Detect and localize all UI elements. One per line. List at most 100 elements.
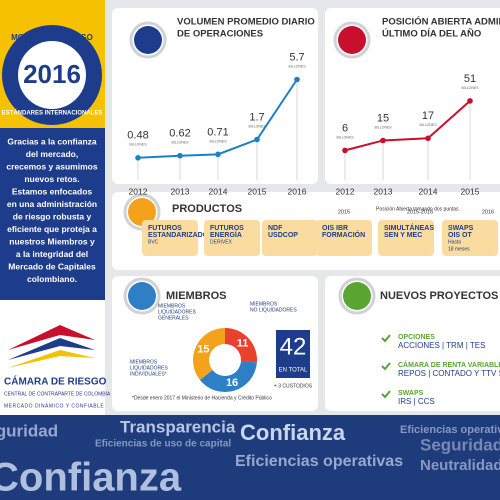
x-label: 2012 xyxy=(336,186,355,196)
member-category: NO LIQUIDADORES xyxy=(250,307,297,313)
product-chip xyxy=(442,220,498,256)
point xyxy=(294,76,300,83)
product-chip xyxy=(378,220,434,256)
point xyxy=(254,136,260,143)
open-interest-card xyxy=(325,8,500,184)
volume-card xyxy=(112,8,318,184)
cloud-panel xyxy=(0,415,500,500)
icon xyxy=(338,26,366,54)
chart-title: ÚLTIMO DÍA DEL AÑO xyxy=(382,28,481,40)
badge-top: MODELO DE RIESGO xyxy=(11,33,93,42)
member-category: MIEMBROS xyxy=(130,359,158,365)
value-label: 17 xyxy=(422,110,434,122)
product-text: OIS OT xyxy=(448,232,472,239)
value-label: 51 xyxy=(464,73,476,85)
icon-ring xyxy=(338,277,376,315)
product-text: FUTUROS xyxy=(148,225,182,232)
product-text: ESTANDARIZADOS xyxy=(148,232,213,239)
message-line: nuestros Miembros y xyxy=(9,236,95,246)
project-name: SWAPS xyxy=(398,390,424,397)
product-text: USDCOP xyxy=(268,232,298,239)
icon xyxy=(134,26,162,54)
badge-bottom: ESTÁNDARES INTERNACIONALES xyxy=(2,110,103,117)
logo-mark xyxy=(8,325,95,350)
message-line: Mercado de Capitales xyxy=(8,261,96,271)
icon xyxy=(128,282,156,310)
project-name: CÁMARA DE RENTA VARIABLE xyxy=(398,360,500,369)
point xyxy=(135,155,141,161)
message-line: nuevos retos. xyxy=(24,174,79,184)
value-label: 15 xyxy=(377,112,389,124)
x-label: 2016 xyxy=(288,186,307,196)
message-line: eficiente que proteja a xyxy=(7,224,97,234)
cloud-word: Neutralidad xyxy=(420,457,500,474)
period: 2015-2016 xyxy=(407,209,433,215)
cloud-word: Transparencia xyxy=(120,417,236,436)
cloud-word: Seguridad xyxy=(420,435,500,454)
unit-label: BILLONES xyxy=(171,141,189,145)
icon-ring xyxy=(333,21,371,59)
period: 2016 xyxy=(482,209,494,215)
unit-label: BILLONES xyxy=(461,86,479,90)
product-text: SIMULTÁNEAS xyxy=(384,223,434,232)
note: Posición Abierta tomando dos puntas xyxy=(376,206,459,212)
section-title: PRODUCTOS xyxy=(172,203,242,215)
product-chip xyxy=(316,220,372,256)
project-detail: IRS | CCS xyxy=(398,397,435,406)
member-category: GENERALES xyxy=(158,315,189,321)
x-label: 2015 xyxy=(248,186,267,196)
member-category: LIQUIDADORES xyxy=(158,309,196,315)
product-text: DERIVEX xyxy=(210,239,233,245)
chart-title: POSICIÓN ABIERTA ADMINISTRADA xyxy=(382,16,500,28)
check xyxy=(381,334,391,343)
value-label: 1.7 xyxy=(249,111,264,123)
value-label: 5.7 xyxy=(289,51,304,63)
total-box xyxy=(276,330,310,378)
logo-sub: CENTRAL DE CONTRAPARTE DE COLOMBIA xyxy=(4,391,111,397)
member-category: MIEMBROS xyxy=(250,301,278,307)
point xyxy=(467,98,473,104)
x-label: 2012 xyxy=(129,186,148,196)
x-label: 2013 xyxy=(374,186,393,196)
slice-label: 11 xyxy=(237,338,249,350)
member-category: MIEMBROS xyxy=(158,303,186,309)
cloud-word: Eficiencias operativas xyxy=(400,424,500,436)
icon-ring xyxy=(123,277,161,315)
product-chip xyxy=(142,220,198,256)
message-line: Gracias a la confianza xyxy=(7,136,97,146)
message-line: a la integridad del xyxy=(16,249,88,259)
cloud-word: Confianza xyxy=(240,420,346,445)
value-label: 0.48 xyxy=(127,130,148,142)
unit-label: BILLONES xyxy=(419,123,437,127)
product-text: FUTUROS xyxy=(210,225,244,232)
slice-label: 16 xyxy=(226,377,238,389)
product-text: Hasta xyxy=(448,239,461,245)
x-label: 2014 xyxy=(419,186,438,196)
section-title: NUEVOS PROYECTOS xyxy=(380,290,498,302)
logo-mark xyxy=(8,338,95,360)
footnote: *Desde enero 2017 el Ministerio de Hacie… xyxy=(132,395,272,401)
message-line: colombiano. xyxy=(27,274,77,284)
total: 42 xyxy=(280,333,307,360)
cloud-word: Confianza xyxy=(0,456,182,500)
period: 2015 xyxy=(338,209,350,215)
chart-title: VOLUMEN PROMEDIO DIARIO xyxy=(177,17,315,28)
donut-slice xyxy=(199,361,257,392)
product-text: 18 meses xyxy=(448,246,470,252)
check xyxy=(381,390,391,399)
check xyxy=(381,362,391,371)
project-detail: ACCIONES | TRM | TES xyxy=(398,341,485,350)
cloud-word: Eficiencias operativas xyxy=(235,453,403,470)
total-label: EN TOTAL xyxy=(279,368,308,374)
value-label: 0.62 xyxy=(169,128,190,140)
chart-title: DE OPERACIONES xyxy=(177,29,263,40)
unit-label: BILLONES xyxy=(288,64,306,68)
member-category: INDIVIDUALES* xyxy=(130,371,167,377)
cloud-word: Eficiencias de uso de capital xyxy=(95,439,231,450)
icon xyxy=(343,282,371,310)
unit-label: BILLONES xyxy=(129,143,147,147)
product-text: OIS IBR xyxy=(322,225,348,232)
product-text: FORMACIÓN xyxy=(322,230,365,239)
cloud-word: Seguridad xyxy=(0,421,58,440)
